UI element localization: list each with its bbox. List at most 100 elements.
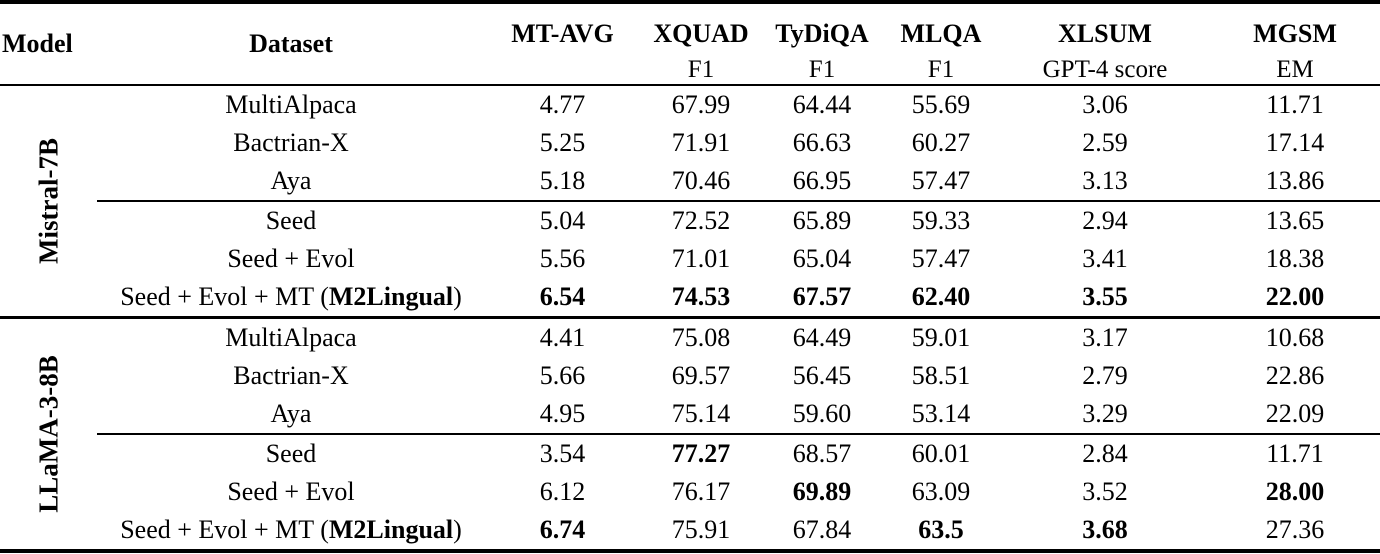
cell-mtavg: 6.12 [539, 477, 586, 506]
cell-dataset: Aya [270, 399, 312, 428]
cell-tydiqa: 65.89 [762, 200, 882, 240]
col-header-model: Model [0, 2, 97, 86]
col-header-mgsm-name: MGSM [1253, 19, 1337, 48]
cell-xquad: 76.17 [671, 477, 731, 506]
cell-mgsm: 22.86 [1265, 361, 1325, 390]
cell-tydiqa: 66.95 [792, 166, 852, 195]
table-row: Aya 4.95 75.14 59.60 53.14 3.29 22.09 [0, 395, 1380, 434]
cell-xquad: 67.99 [671, 90, 731, 119]
cell-mlqa: 63.09 [911, 477, 971, 506]
cell-mgsm: 28.00 [1265, 477, 1325, 506]
cell-xlsum: 3.55 [1082, 282, 1128, 311]
cell-mlqa: 63.5 [918, 515, 964, 544]
cell-xlsum: 2.79 [1082, 361, 1128, 390]
cell-mgsm: 18.38 [1265, 244, 1325, 273]
block-llama-3-8b: LLaMA-3-8B MultiAlpaca 4.41 75.08 64.49 … [0, 316, 1380, 551]
col-header-mlqa-sub: F1 [927, 56, 955, 83]
cell-tydiqa: 65.04 [792, 244, 852, 273]
table-row: LLaMA-3-8B MultiAlpaca 4.41 75.08 64.49 … [0, 316, 1380, 551]
col-header-dataset: Dataset [97, 2, 485, 86]
cell-xlsum: 2.94 [1000, 200, 1210, 240]
table-row: Seed + Evol + MT (M2Lingual) 6.54 74.53 … [0, 278, 1380, 318]
cell-xlsum: 3.52 [1082, 477, 1128, 506]
cell-mlqa: 60.01 [882, 433, 1000, 473]
cell-mgsm: 11.71 [1210, 433, 1380, 473]
col-header-xquad-sub: F1 [687, 56, 715, 83]
cell-mlqa: 59.33 [882, 200, 1000, 240]
cell-mgsm: 22.09 [1265, 399, 1325, 428]
cell-tydiqa: 59.60 [792, 399, 852, 428]
col-header-xlsum-sub: GPT-4 score [1042, 56, 1168, 83]
col-header-tydiqa-sub: F1 [808, 56, 836, 83]
cell-tydiqa: 64.44 [792, 90, 852, 119]
col-header-mgsm: MGSM EM [1210, 2, 1380, 86]
table-row: Seed + Evol + MT (M2Lingual) 6.74 75.91 … [0, 511, 1380, 551]
table-row: Seed + Evol 6.12 76.17 69.89 63.09 3.52 … [0, 473, 1380, 511]
table-row: Bactrian-X 5.25 71.91 66.63 60.27 2.59 1… [0, 124, 1380, 162]
cell-xlsum: 3.41 [1082, 244, 1128, 273]
col-header-xquad: XQUAD F1 [640, 2, 762, 86]
header-row: Model Dataset MT-AVG XQUAD F1 TyDiQA F1 … [0, 2, 1380, 86]
col-header-mlqa-name: MLQA [900, 19, 982, 48]
cell-mlqa: 53.14 [911, 399, 971, 428]
cell-dataset: Seed [97, 433, 485, 473]
cell-mgsm: 13.86 [1265, 166, 1325, 195]
cell-mtavg: 5.25 [539, 128, 586, 157]
cell-tydiqa: 56.45 [792, 361, 852, 390]
cell-mlqa: 60.27 [911, 128, 971, 157]
cell-mlqa: 58.51 [911, 361, 971, 390]
cell-mtavg: 5.56 [539, 244, 586, 273]
cell-mtavg: 5.04 [485, 200, 640, 240]
cell-dataset: Seed + Evol [227, 244, 355, 273]
cell-xquad: 77.27 [640, 433, 762, 473]
table-row: Seed + Evol 5.56 71.01 65.04 57.47 3.41 … [0, 240, 1380, 278]
col-header-mlqa: MLQA F1 [882, 2, 1000, 86]
cell-mtavg: 5.66 [539, 361, 586, 390]
cell-dataset: Seed + Evol [227, 477, 355, 506]
cell-mtavg: 5.18 [539, 166, 586, 195]
cell-xlsum: 3.17 [1000, 316, 1210, 357]
cell-xlsum: 2.84 [1000, 433, 1210, 473]
model-label-text: LLaMA-3-8B [33, 355, 63, 513]
model-label-mistral-7b: Mistral-7B [0, 85, 97, 318]
cell-dataset: Seed [97, 200, 485, 240]
model-label-llama-3-8b: LLaMA-3-8B [0, 316, 97, 551]
table-row: Aya 5.18 70.46 66.95 57.47 3.13 13.86 [0, 162, 1380, 201]
col-header-mgsm-sub: EM [1276, 56, 1314, 83]
cell-dataset: Bactrian-X [233, 128, 349, 157]
model-label-text: Mistral-7B [33, 138, 63, 264]
cell-xlsum: 3.06 [1082, 90, 1128, 119]
cell-mlqa: 59.01 [882, 316, 1000, 357]
cell-xlsum: 3.68 [1082, 515, 1128, 544]
cell-xquad: 71.01 [671, 244, 731, 273]
cell-dataset: MultiAlpaca [225, 90, 357, 119]
cell-mtavg: 4.77 [539, 90, 586, 119]
cell-mgsm: 22.00 [1265, 282, 1325, 311]
cell-mtavg: 4.41 [485, 316, 640, 357]
cell-mtavg: 6.54 [539, 282, 586, 311]
cell-mlqa: 62.40 [911, 282, 971, 311]
cell-mgsm: 27.36 [1265, 515, 1325, 544]
table-row: Seed 5.04 72.52 65.89 59.33 2.94 13.65 [0, 200, 1380, 240]
cell-mgsm: 11.71 [1266, 90, 1324, 119]
cell-xquad: 75.14 [671, 399, 731, 428]
cell-xquad: 72.52 [640, 200, 762, 240]
cell-dataset: Bactrian-X [233, 361, 349, 390]
cell-dataset: Seed + Evol + MT (M2Lingual) [120, 515, 462, 544]
cell-xquad: 70.46 [671, 166, 731, 195]
block-mistral-7b: Mistral-7B MultiAlpaca 4.77 67.99 64.44 … [0, 85, 1380, 318]
col-header-xlsum: XLSUM GPT-4 score [1000, 2, 1210, 86]
cell-tydiqa: 68.57 [762, 433, 882, 473]
cell-mlqa: 55.69 [911, 90, 971, 119]
cell-xlsum: 2.59 [1082, 128, 1128, 157]
table-row: Seed 3.54 77.27 68.57 60.01 2.84 11.71 [0, 433, 1380, 473]
cell-xlsum: 3.29 [1082, 399, 1128, 428]
col-header-tydiqa: TyDiQA F1 [762, 2, 882, 86]
col-header-mtavg: MT-AVG [485, 2, 640, 86]
cell-xquad: 75.08 [640, 316, 762, 357]
cell-tydiqa: 66.63 [792, 128, 852, 157]
cell-xquad: 69.57 [671, 361, 731, 390]
table-row: Mistral-7B MultiAlpaca 4.77 67.99 64.44 … [0, 85, 1380, 264]
cell-mtavg: 3.54 [485, 433, 640, 473]
